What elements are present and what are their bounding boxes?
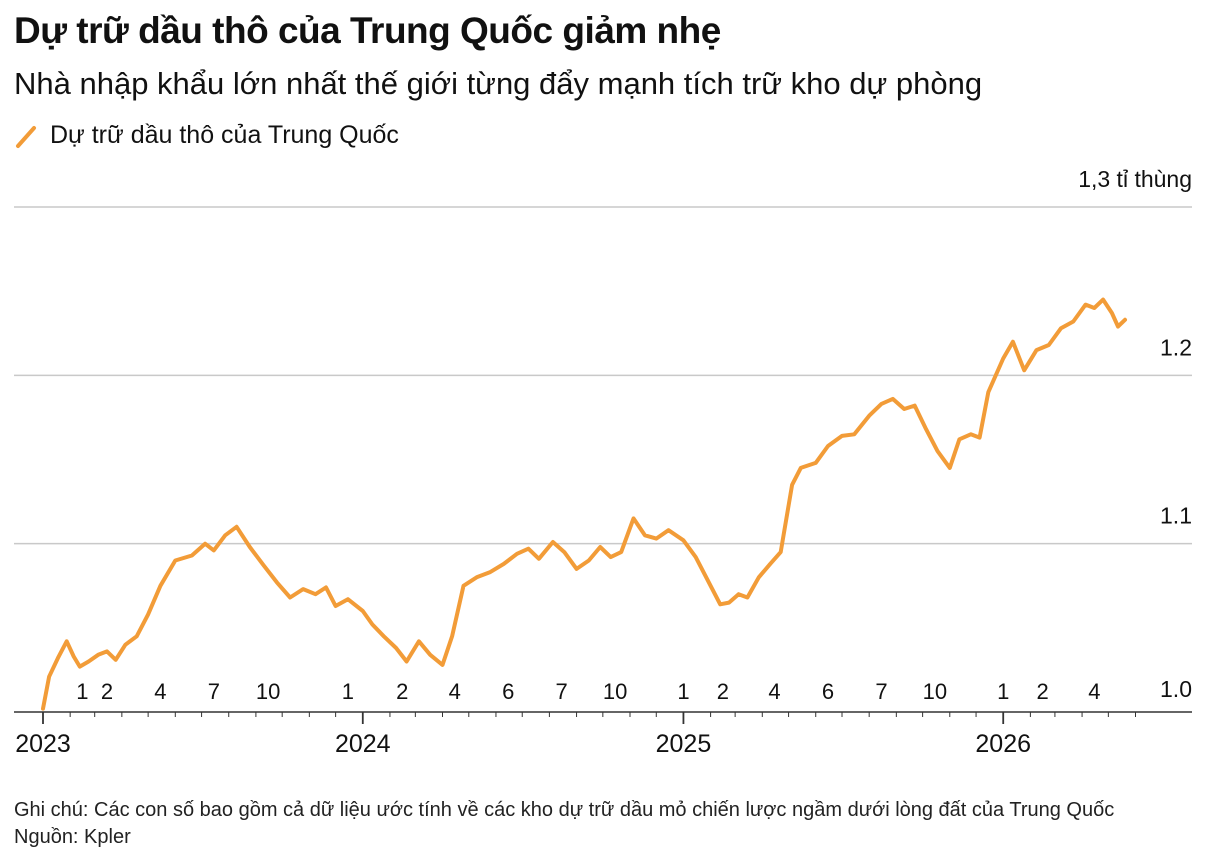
x-month-label: 1 [677, 679, 689, 704]
chart-subtitle: Nhà nhập khẩu lớn nhất thế giới từng đẩy… [14, 66, 983, 101]
y-tick-label: 1.2 [1160, 334, 1192, 360]
footnote: Ghi chú: Các con số bao gồm cả dữ liệu ư… [14, 799, 1115, 821]
x-month-label: 4 [449, 679, 461, 704]
y-tick-label: 1,3 tỉ thùng [1078, 166, 1192, 192]
x-month-label: 1 [342, 679, 354, 704]
x-month-label: 2 [1037, 679, 1049, 704]
x-month-label: 2 [396, 679, 408, 704]
y-tick-label: 1.0 [1160, 676, 1192, 702]
x-year-label: 2023 [15, 730, 71, 758]
x-month-label: 7 [556, 679, 568, 704]
x-year-label: 2025 [656, 730, 712, 758]
x-year-label: 2026 [975, 730, 1031, 758]
x-month-label: 4 [1088, 679, 1100, 704]
chart-title: Dự trữ dầu thô của Trung Quốc giảm nhẹ [14, 10, 721, 51]
x-month-label: 6 [822, 679, 834, 704]
y-tick-label: 1.1 [1160, 503, 1192, 529]
x-month-label: 4 [768, 679, 780, 704]
x-month-label: 1 [76, 679, 88, 704]
legend-swatch [16, 125, 36, 148]
x-month-label: 7 [875, 679, 887, 704]
x-month-label: 4 [154, 679, 166, 704]
x-month-label: 7 [208, 679, 220, 704]
x-month-label: 10 [923, 679, 947, 704]
x-month-label: 2 [101, 679, 113, 704]
x-month-label: 2 [717, 679, 729, 704]
x-month-label: 1 [997, 679, 1009, 704]
legend-label: Dự trữ dầu thô của Trung Quốc [50, 121, 399, 149]
x-month-label: 10 [256, 679, 280, 704]
source-note: Nguồn: Kpler [14, 826, 131, 848]
x-month-label: 6 [502, 679, 514, 704]
chart-footer: Ghi chú: Các con số bao gồm cả dữ liệu ư… [14, 797, 1114, 851]
x-month-label: 10 [603, 679, 627, 704]
series-line [41, 297, 1127, 711]
x-year-label: 2024 [335, 730, 391, 758]
chart-legend: Dự trữ dầu thô của Trung Quốc [14, 121, 399, 150]
